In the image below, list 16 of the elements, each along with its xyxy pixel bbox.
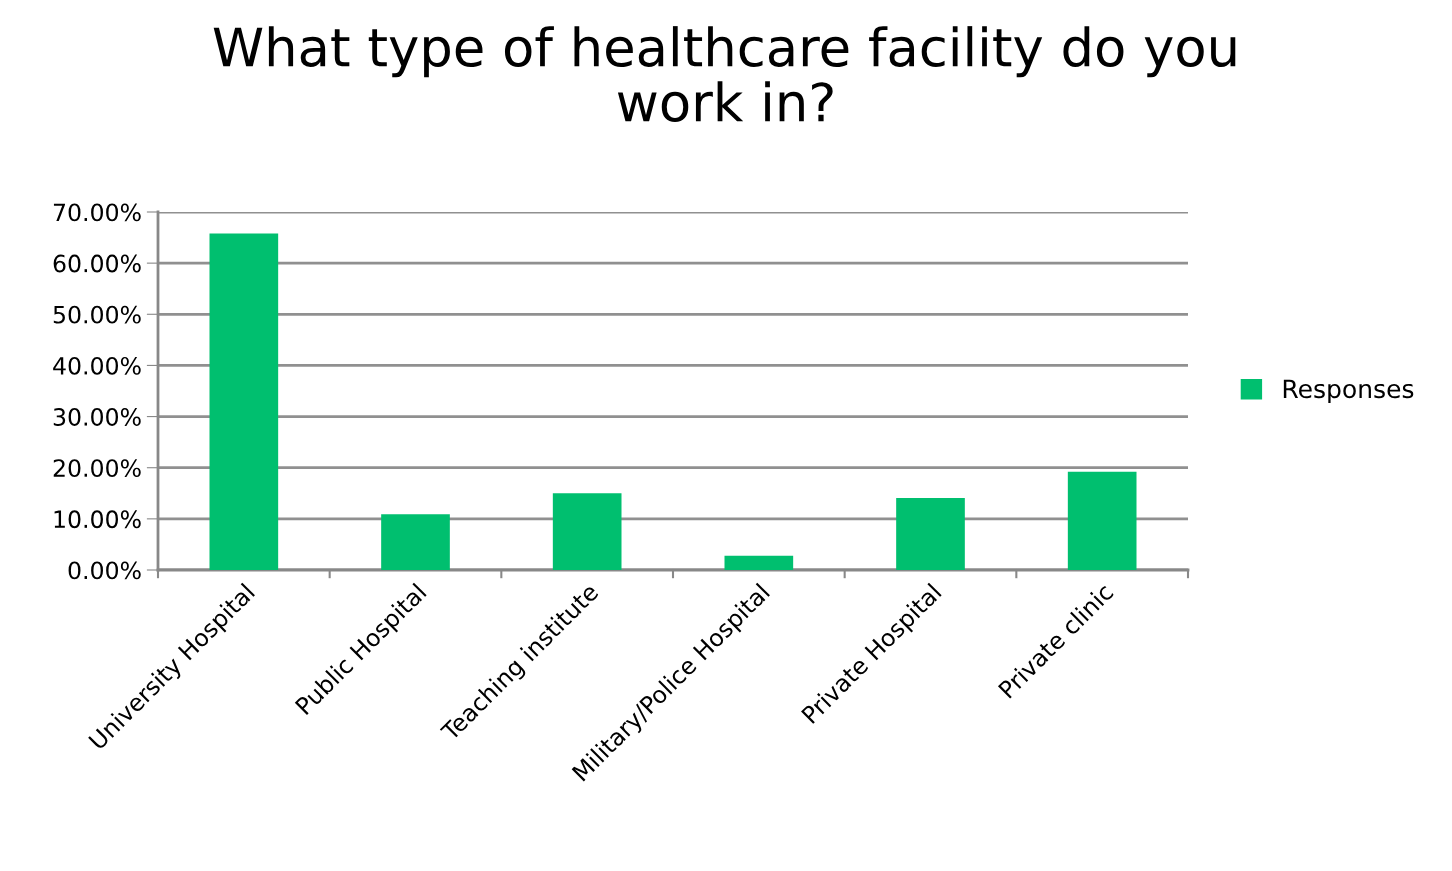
y-tick-label: 30.00% [53,408,141,426]
y-tick-label: 10.00% [54,510,141,529]
y-tick-label: 50.00% [53,305,141,324]
bar [381,514,450,570]
bar [209,233,279,570]
y-tick-label: 60.00% [53,254,141,273]
chart-title: What type of healthcare facility do you work in? [213,26,1236,123]
bar [552,493,622,570]
bar [1067,471,1137,570]
y-tick-label: 20.00% [53,459,141,478]
bar [896,497,965,570]
legend-label: Responses [1283,379,1414,404]
y-tick-label: 70.00% [53,203,141,222]
y-tick-label: 0.00% [68,561,141,580]
y-tick-label: 40.00% [53,356,141,375]
bar [724,555,794,570]
